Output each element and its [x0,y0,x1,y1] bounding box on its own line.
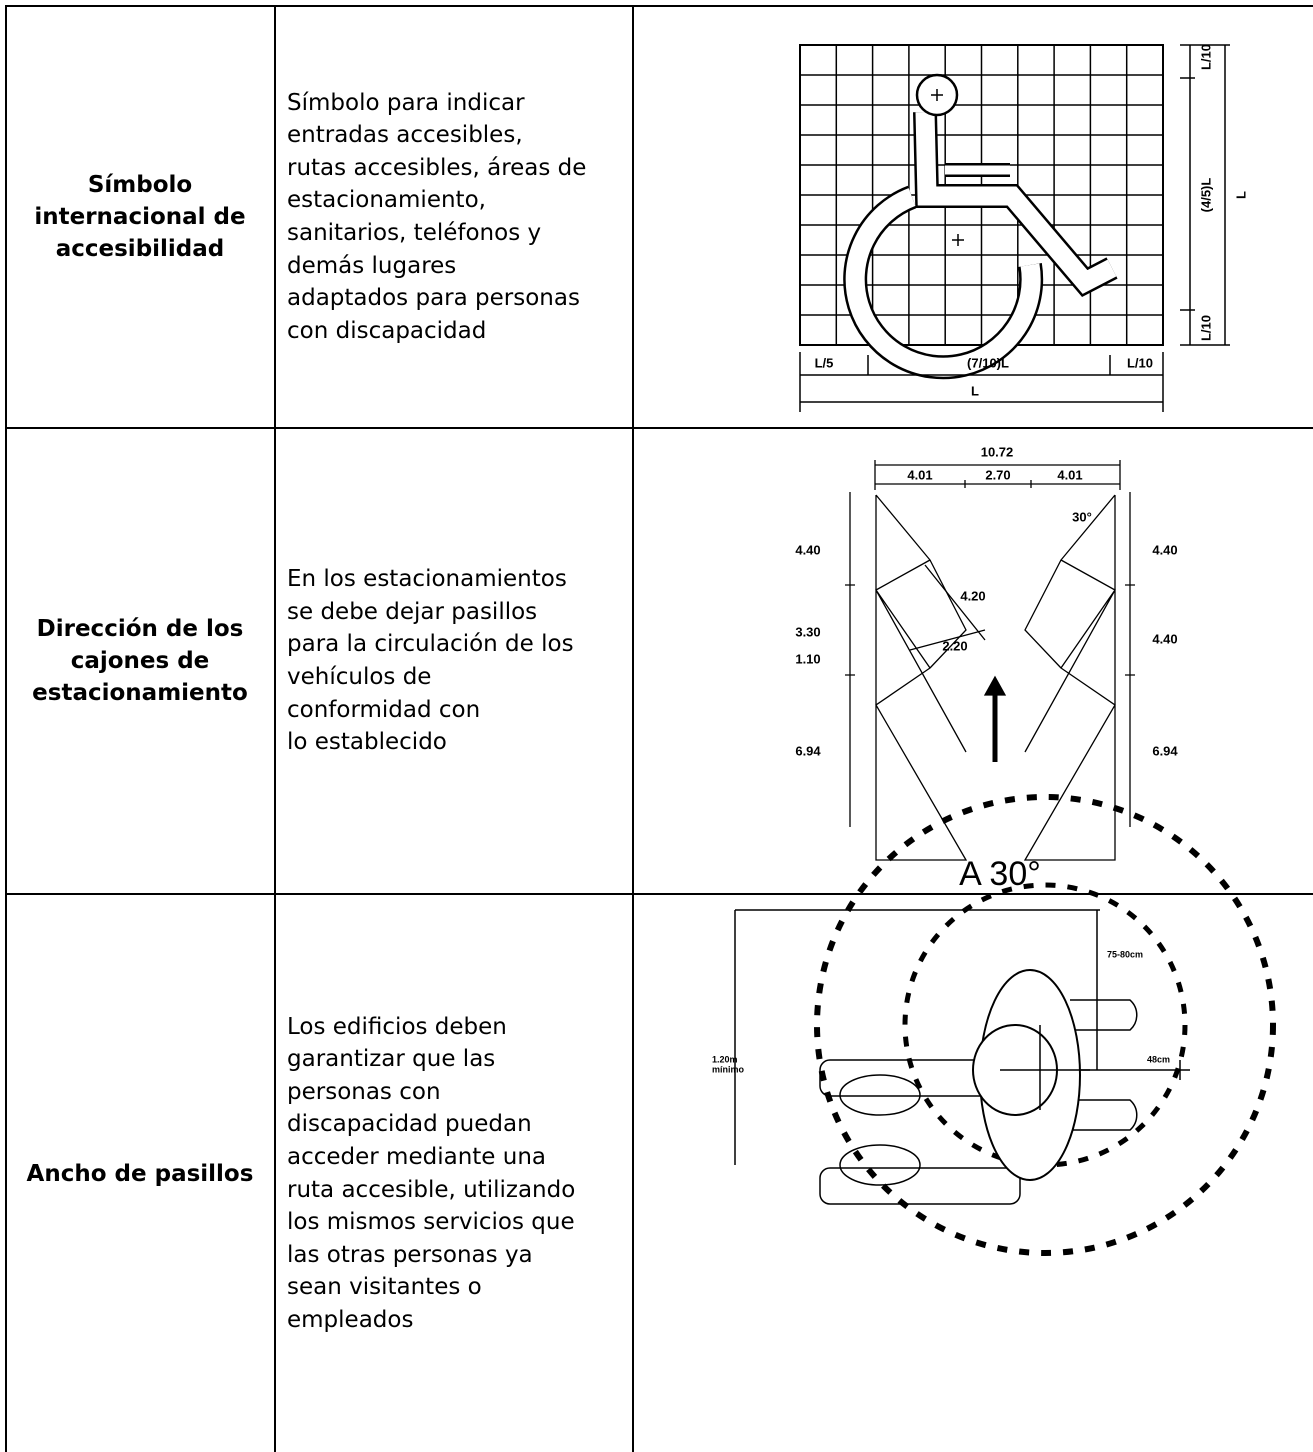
dimension-label: L/10 [1198,315,1213,341]
text-line: demás lugares [287,252,457,279]
dimension-label: 4.20 [960,588,985,603]
dimension-label: 3.30 [795,624,820,639]
text-line: empleados [287,1306,414,1333]
border [5,893,1313,895]
text-line: para la circulación de los [287,631,574,658]
text-line: Símbolo para indicar [287,89,525,116]
text-line: personas con [287,1078,441,1105]
dimension-label: 75-80cm [1107,949,1143,959]
text-line: las otras personas ya [287,1241,533,1268]
row-description: Símbolo para indicar entradas accesibles,… [287,7,632,427]
text-line: accesibilidad [55,236,225,262]
text-line: discapacidad puedan [287,1111,532,1138]
border [274,5,276,1452]
dimension-label: L/10 [1198,44,1213,70]
dimension-label: 4.40 [1152,542,1177,557]
text-line: acceder mediante una [287,1143,546,1170]
dimension-label: 4.40 [795,542,820,557]
dimension-label: (4/5)L [1198,178,1213,213]
text-line: En los estacionamientos [287,566,567,593]
border [5,5,1313,7]
dimension-label: mínimo [712,1064,745,1074]
dimension-label: L/5 [815,355,834,370]
figure-parking: 10.72 4.01 2.70 4.01 30° 4.40 3.30 1.10 … [795,444,1178,893]
dimension-label: 4.01 [1057,467,1082,482]
dimension-label: L [1233,191,1248,199]
dimension-label: 4.01 [907,467,932,482]
text-line: sean visitantes o [287,1274,482,1301]
row-description: Los edificios deben garantizar que las per… [287,895,632,1452]
text-line: garantizar que las [287,1046,496,1073]
dimension-label: 48cm [1147,1054,1170,1064]
text-line: se debe dejar pasillos [287,598,538,625]
figure-accessibility: L/10 (4/5)L L L/10 L/5 (7/10)L L/10 L [799,44,1248,412]
dimension-label: 1.10 [795,651,820,666]
text-line: sanitarios, teléfonos y [287,220,542,246]
dimension-label: 6.94 [795,743,821,758]
text-line: Los edificios deben [287,1013,507,1040]
text-line: internacional de [34,204,246,230]
dimension-label: 30° [1072,509,1092,524]
text-line: conformidad con [287,696,481,723]
dimension-label: 10.72 [981,444,1014,459]
text-line: Dirección de los [36,616,244,642]
text-line: con discapacidad [287,317,487,344]
dimension-label: 2.20 [942,638,967,653]
text-line: vehículos de [287,664,432,690]
text-line: Ancho de pasillos [26,1160,254,1187]
text-line: ruta accesible, utilizando [287,1176,576,1203]
text-line: cajones de [70,648,210,674]
text-line: los mismos servicios que [287,1209,575,1236]
row-title: Símbolo internacional de accesibilidad [5,7,275,427]
dimension-label: L/10 [1127,355,1153,370]
border [5,5,7,1452]
dimension-label: 1.20m [712,1054,738,1064]
dimension-label: (7/10)L [967,355,1009,370]
dimension-label: 4.40 [1152,631,1177,646]
row-title: Ancho de pasillos [5,895,275,1452]
text-line: rutas accesibles, áreas de [287,154,587,181]
text-line: estacionamiento [32,680,248,706]
figure-corridor: 75-80cm 48cm 1.20m mínimo [712,794,1276,1256]
row-description: En los estacionamientos se debe dejar pas… [287,429,632,893]
border [5,427,1313,429]
dimension-label: L [971,383,979,398]
dimension-label: 2.70 [985,467,1010,482]
text-line: lo establecido [287,729,447,756]
border [632,5,634,1452]
text-line: entradas accesibles, [287,122,523,149]
dimension-label: 6.94 [1152,743,1178,758]
row-title: Dirección de los cajones de estacionamient… [5,429,275,893]
text-line: Símbolo [87,172,193,198]
text-line: estacionamiento, [287,187,486,214]
text-line: adaptados para personas [287,285,580,312]
